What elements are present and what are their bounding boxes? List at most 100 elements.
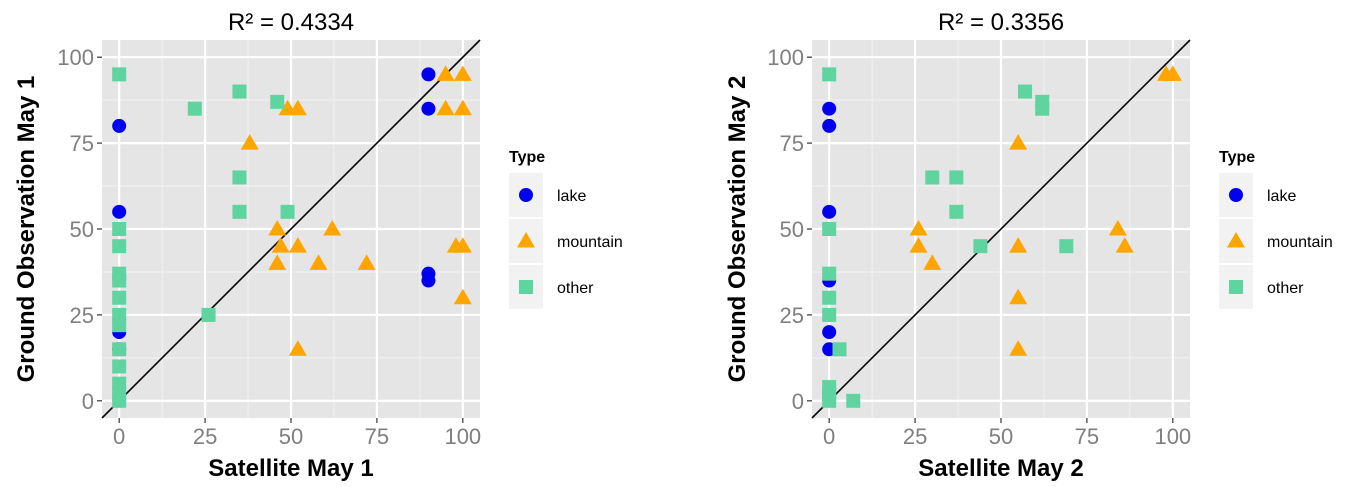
chart-1-point-other bbox=[232, 204, 247, 219]
chart-1-legend-mountain-swatch bbox=[517, 232, 535, 248]
chart-2-legend-mountain-swatch bbox=[1227, 232, 1245, 248]
chart-1-identity-line bbox=[101, 39, 481, 419]
chart-1-y-axis-label: Ground Observation May 1 bbox=[13, 76, 40, 383]
chart-1-point-lake bbox=[421, 67, 436, 82]
chart-1-point-mountain bbox=[436, 65, 455, 81]
chart-1-legend-other-swatch bbox=[519, 280, 533, 294]
chart-2-x-tick-label: 50 bbox=[989, 424, 1013, 449]
chart-1-point-other bbox=[112, 290, 127, 305]
chart-2-point-other bbox=[1035, 101, 1050, 116]
chart-1-point-mountain bbox=[453, 99, 472, 116]
chart-1-point-lake bbox=[421, 273, 436, 288]
chart-1-point-other bbox=[270, 94, 285, 109]
chart-2-point-mountain bbox=[1163, 65, 1182, 81]
chart-1-point-mountain bbox=[268, 220, 287, 236]
chart-2-legend-mountain-label: mountain bbox=[1267, 234, 1333, 251]
chart-1-title: R² = 0.4334 bbox=[228, 9, 354, 36]
chart-1-point-mountain bbox=[288, 340, 307, 356]
chart-2-point-mountain bbox=[1009, 134, 1028, 150]
chart-2-x-tick-label: 75 bbox=[1075, 424, 1099, 449]
chart-2-point-lake bbox=[822, 118, 837, 133]
chart-2-point-lake bbox=[822, 325, 837, 340]
chart-2-point-mountain bbox=[923, 254, 942, 270]
chart-2-point-other bbox=[822, 290, 837, 305]
chart-1-legend: Type lake mountain other bbox=[509, 149, 623, 309]
chart-2-point-other bbox=[846, 393, 861, 408]
chart-1-point-other bbox=[232, 84, 247, 99]
chart-2-x-tick-label: 0 bbox=[823, 424, 835, 449]
chart-1-point-mountain bbox=[309, 254, 328, 270]
chart-1-x-ticks: 0 25 50 75 100 bbox=[113, 418, 481, 449]
chart-2-y-tick-label: 25 bbox=[780, 303, 804, 328]
chart-1-x-axis-label: Satellite May 1 bbox=[208, 455, 373, 482]
chart-2-x-tick-label: 25 bbox=[903, 424, 927, 449]
chart-2-point-other bbox=[822, 222, 837, 236]
chart-2-point-other bbox=[832, 342, 847, 357]
chart-2-point-other bbox=[949, 204, 964, 219]
chart-1-point-mountain bbox=[357, 254, 376, 270]
chart-1-x-tick-label: 25 bbox=[193, 424, 217, 449]
chart-1-y-tick-label: 75 bbox=[70, 131, 94, 156]
chart-1-point-other bbox=[112, 239, 127, 254]
chart-1-point-mountain bbox=[288, 99, 307, 116]
chart-1-point-other bbox=[201, 307, 216, 322]
chart-2-point-other bbox=[822, 266, 837, 281]
chart-1-legend-title: Type bbox=[509, 149, 545, 166]
chart-1-point-other bbox=[232, 170, 247, 185]
chart-2-point-mountain bbox=[1009, 340, 1028, 356]
chart-1-x-tick-label: 50 bbox=[279, 424, 303, 449]
chart-1-legend-lake-label: lake bbox=[557, 188, 586, 205]
chart-1-point-mountain bbox=[453, 288, 472, 305]
chart-2-point-other bbox=[822, 393, 837, 408]
chart-2-legend-other-swatch bbox=[1229, 280, 1243, 294]
chart-1-x-tick-label: 0 bbox=[113, 424, 125, 449]
chart-1-y-ticks: 0 25 50 75 100 bbox=[57, 45, 102, 414]
chart-1-point-other bbox=[112, 222, 127, 236]
chart-2-point-other bbox=[925, 170, 940, 185]
chart-1-point-other bbox=[112, 67, 127, 82]
chart-1-y-tick-label: 25 bbox=[70, 303, 94, 328]
chart-2-y-tick-label: 50 bbox=[780, 217, 804, 242]
chart-2-point-other bbox=[822, 67, 837, 82]
chart-2-y-tick-label: 100 bbox=[767, 45, 804, 70]
chart-1-point-mountain bbox=[436, 99, 455, 116]
chart-1-point-other bbox=[187, 101, 202, 116]
chart-2-point-mountain bbox=[1009, 237, 1028, 253]
chart-2-legend: Type lake mountain other bbox=[1219, 149, 1333, 309]
chart-2-identity-line bbox=[811, 39, 1191, 419]
chart-1-point-mountain bbox=[268, 254, 287, 270]
chart-1-point-other bbox=[112, 318, 127, 333]
chart-2-point-other bbox=[973, 239, 988, 254]
chart-1-point-mountain bbox=[288, 237, 307, 253]
chart-1-point-other bbox=[112, 359, 127, 374]
chart-2-legend-items: lake mountain other bbox=[1219, 173, 1333, 309]
chart-2-point-other bbox=[822, 307, 837, 322]
chart-1-point-other bbox=[112, 342, 127, 357]
chart-2-point-mountain bbox=[909, 237, 928, 253]
chart-1-point-lake bbox=[112, 118, 127, 133]
chart-2-point-mountain bbox=[1115, 237, 1134, 253]
chart-1-legend-other-label: other bbox=[557, 280, 594, 297]
chart-1-y-tick-label: 0 bbox=[82, 389, 94, 414]
chart-1-y-tick-label: 100 bbox=[57, 45, 94, 70]
chart-2-point-lake bbox=[822, 204, 837, 219]
chart-2-point-mountain bbox=[909, 220, 928, 236]
chart-1-point-other bbox=[280, 204, 295, 219]
chart-1-y-tick-label: 50 bbox=[70, 217, 94, 242]
chart-2-points bbox=[822, 65, 1182, 408]
chart-1-legend-mountain-label: mountain bbox=[557, 234, 623, 251]
chart-1-point-lake bbox=[112, 204, 127, 219]
chart-1-point-mountain bbox=[240, 134, 259, 150]
chart-2-point-mountain bbox=[1108, 220, 1127, 236]
chart-2-point-mountain bbox=[1009, 288, 1028, 305]
chart-1-legend-items: lake mountain other bbox=[509, 173, 623, 309]
chart-1-x-tick-label: 75 bbox=[365, 424, 389, 449]
chart-1-legend-lake-swatch bbox=[519, 188, 533, 202]
chart-2-legend-lake-swatch bbox=[1229, 188, 1243, 202]
chart-2-point-other bbox=[1059, 239, 1074, 254]
chart-1-point-other bbox=[112, 393, 127, 408]
chart-1-points bbox=[112, 65, 472, 408]
chart-2-x-tick-label: 100 bbox=[1154, 424, 1191, 449]
chart-2: R² = 0.3356 0 25 50 75 100 0 25 50 75 100 Satell… bbox=[724, 9, 1333, 482]
